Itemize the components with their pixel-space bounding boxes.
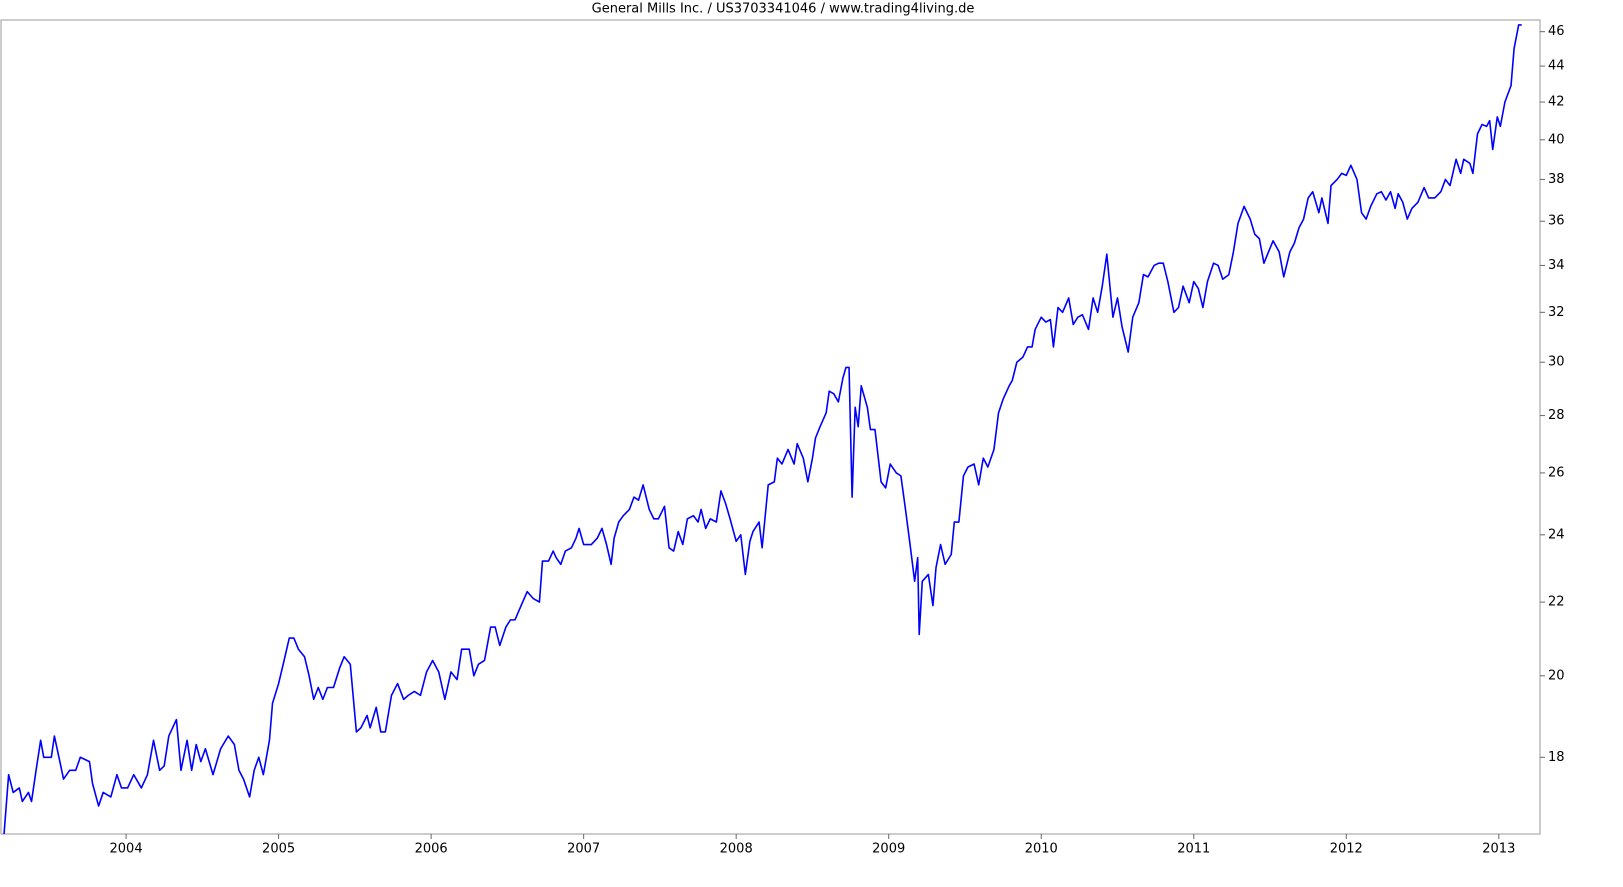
x-tick-label: 2007 — [567, 842, 600, 857]
plot-frame — [0, 19, 1541, 835]
x-tick-label: 2011 — [1177, 842, 1210, 857]
y-tick-label: 28 — [1548, 408, 1565, 423]
y-tick-label: 34 — [1548, 258, 1565, 273]
y-tick-label: 40 — [1548, 132, 1565, 147]
y-tick-label: 24 — [1548, 527, 1565, 542]
x-tick-label: 2012 — [1330, 842, 1363, 857]
x-tick-label: 2013 — [1482, 842, 1515, 857]
x-tick-label: 2008 — [720, 842, 753, 857]
y-tick-label: 46 — [1548, 24, 1565, 39]
y-tick-label: 44 — [1548, 59, 1565, 74]
x-tick-label: 2006 — [415, 842, 448, 857]
y-tick-label: 22 — [1548, 595, 1565, 610]
y-tick-label: 20 — [1548, 668, 1565, 683]
x-tick-label: 2005 — [262, 842, 295, 857]
chart-title: General Mills Inc. / US3703341046 / www.… — [592, 2, 975, 17]
y-tick-label: 18 — [1548, 750, 1565, 765]
x-tick-label: 2004 — [110, 842, 143, 857]
y-tick-label: 30 — [1548, 355, 1565, 370]
price-line — [3, 24, 1522, 835]
y-tick-label: 26 — [1548, 465, 1565, 480]
y-tick-label: 42 — [1548, 95, 1565, 110]
y-tick-label: 38 — [1548, 172, 1565, 187]
y-tick-label: 36 — [1548, 214, 1565, 229]
x-tick-label: 2010 — [1025, 842, 1058, 857]
y-tick-label: 32 — [1548, 305, 1565, 320]
x-tick-label: 2009 — [872, 842, 905, 857]
